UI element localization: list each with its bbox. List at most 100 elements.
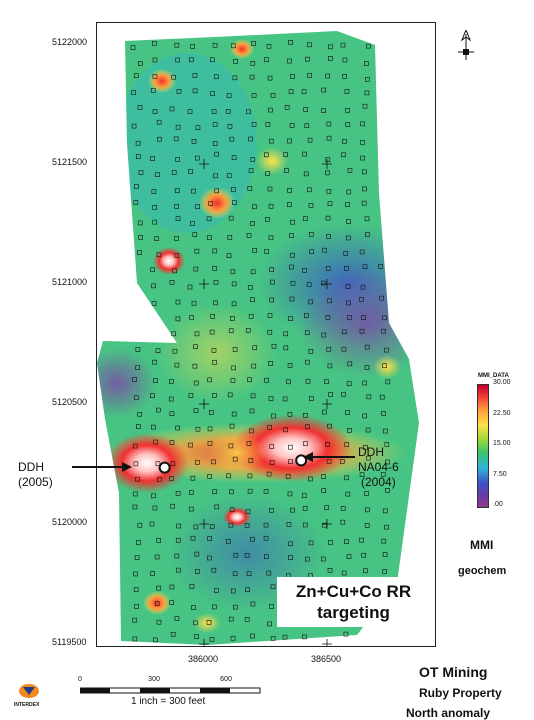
sample-point <box>169 379 174 384</box>
sample-point <box>133 395 139 401</box>
sample-point <box>325 315 331 320</box>
sample-point <box>175 157 180 162</box>
sample-point <box>285 474 291 479</box>
north-arrow-icon <box>458 30 474 60</box>
sample-point <box>263 489 269 494</box>
sample-point <box>250 157 256 162</box>
sample-point <box>232 571 238 577</box>
sample-point <box>230 269 236 275</box>
sample-point <box>247 186 253 191</box>
sample-point <box>327 568 333 573</box>
sample-point <box>303 107 308 112</box>
sample-point <box>290 252 295 258</box>
sample-point <box>207 377 212 383</box>
sample-point <box>206 216 212 222</box>
sample-point <box>302 522 308 528</box>
sample-point <box>327 56 333 61</box>
sample-point <box>345 284 351 289</box>
sample-point <box>287 58 292 64</box>
sample-point <box>307 187 312 193</box>
sample-point <box>134 604 139 609</box>
sample-point <box>231 365 236 371</box>
sample-point <box>326 234 331 239</box>
sample-point <box>247 488 253 494</box>
sample-point <box>362 186 367 192</box>
company-name: OT Mining <box>419 664 488 680</box>
sample-point <box>365 427 371 433</box>
sample-point <box>364 491 369 496</box>
grid-cross <box>322 159 332 169</box>
sample-point <box>150 267 156 273</box>
sample-point <box>264 554 269 559</box>
sample-point <box>152 109 158 114</box>
sample-point <box>250 536 255 542</box>
sample-point <box>344 539 349 545</box>
sample-point <box>364 216 370 222</box>
sample-point <box>361 552 367 558</box>
sample-point <box>327 201 333 206</box>
sample-point <box>176 567 181 573</box>
sample-point <box>173 136 179 142</box>
sample-point <box>188 57 194 63</box>
sample-point <box>229 423 235 429</box>
sample-point <box>379 394 385 400</box>
sample-point <box>284 168 289 173</box>
sample-point <box>246 233 252 238</box>
sample-point <box>287 491 293 497</box>
sample-point <box>188 490 194 495</box>
grid-cross <box>199 159 209 169</box>
ddh-east-marker <box>295 454 308 467</box>
sample-point <box>288 89 294 94</box>
sample-point <box>211 348 217 353</box>
sample-point <box>171 331 176 337</box>
sample-point <box>152 637 158 643</box>
sample-point <box>170 461 176 467</box>
sample-point <box>172 348 178 354</box>
sample-point <box>226 473 231 479</box>
sample-point <box>193 408 199 413</box>
sample-point <box>169 440 175 445</box>
sample-point <box>152 57 158 63</box>
sample-point <box>345 122 351 127</box>
sample-point <box>268 361 273 366</box>
sample-point <box>269 297 274 303</box>
sample-point <box>136 540 141 545</box>
sample-point <box>320 556 326 562</box>
grid-cross <box>322 279 332 289</box>
sample-point <box>346 554 352 559</box>
sample-point <box>190 535 196 541</box>
sample-point <box>245 509 251 514</box>
sample-point <box>365 232 370 237</box>
sample-point <box>252 345 258 351</box>
sample-point <box>175 57 180 63</box>
sample-point <box>225 109 231 114</box>
sample-point <box>382 315 387 321</box>
easting-label: 386500 <box>310 654 342 664</box>
sample-point <box>246 571 252 576</box>
sample-point <box>170 631 176 637</box>
sample-point <box>342 138 347 144</box>
sample-point <box>151 300 157 306</box>
sample-point <box>188 506 194 512</box>
sample-point <box>132 443 138 449</box>
sample-point <box>211 567 217 573</box>
sample-point <box>211 459 216 465</box>
sample-point <box>231 281 237 287</box>
sample-point <box>188 393 194 398</box>
sample-point <box>308 299 314 305</box>
sample-point <box>132 377 137 382</box>
sample-point <box>155 172 160 177</box>
sample-point <box>232 456 238 462</box>
sample-point <box>174 42 180 48</box>
sample-point <box>192 88 198 94</box>
sample-point <box>270 584 276 590</box>
legend-title: MMI_DATA <box>478 373 509 379</box>
sample-point <box>304 330 310 336</box>
sample-point <box>212 359 217 365</box>
ddh-east-line2: NA04-6 <box>358 460 399 474</box>
sample-point <box>360 284 366 290</box>
sample-point <box>174 553 180 559</box>
sample-point <box>322 522 327 528</box>
sample-point <box>326 189 332 194</box>
heat-layer <box>97 31 419 645</box>
